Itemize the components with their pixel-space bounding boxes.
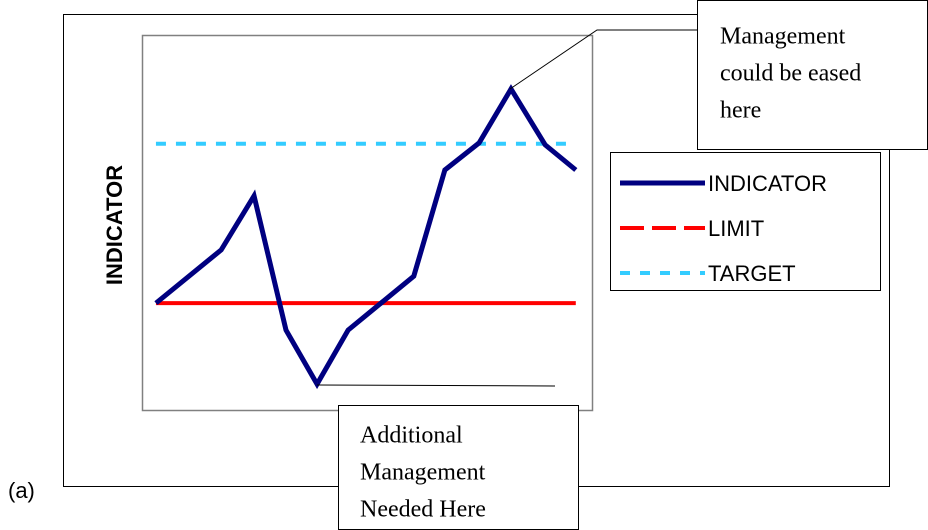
callout-box xyxy=(338,405,579,530)
data-line xyxy=(154,84,578,390)
callout-text: Needed Here xyxy=(360,497,486,523)
y-axis-label: INDICATOR xyxy=(102,165,127,285)
marks xyxy=(154,84,578,390)
legend-label: INDICATOR xyxy=(708,171,827,196)
legend: INDICATOR LIMIT TARGET xyxy=(620,171,827,286)
callout-text: Management xyxy=(720,24,846,50)
callout-text: could be eased xyxy=(720,61,861,87)
legend-label: TARGET xyxy=(708,261,796,286)
callout-text: here xyxy=(720,98,761,124)
callout-text: Management xyxy=(360,460,486,486)
leader-line xyxy=(316,384,556,387)
plot-area xyxy=(141,34,594,412)
callout-text: Additional xyxy=(360,423,463,449)
panel-label: (a) xyxy=(8,478,35,503)
callout-box xyxy=(697,0,928,150)
leader-line xyxy=(509,29,697,90)
legend-box xyxy=(610,152,881,291)
callouts: Management could be eased here Additional Ma… xyxy=(360,24,861,523)
legend-label: LIMIT xyxy=(708,216,764,241)
